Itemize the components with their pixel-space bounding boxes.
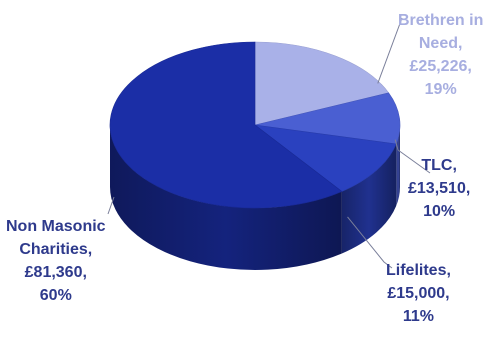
leader-line-non-masonic-charities	[107, 196, 115, 215]
label-line: £15,000,	[387, 285, 450, 302]
pie-slice-brethren-in-need	[254, 41, 390, 126]
label-lifelites: Lifelites, £15,000, 11%	[386, 259, 451, 328]
label-line: 19%	[424, 81, 457, 98]
pie-slice-non-masonic-charities	[109, 41, 343, 209]
pie-slice-tlc	[254, 92, 401, 145]
label-line: 11%	[402, 308, 435, 325]
leader-lines	[107, 17, 431, 269]
pie-side-non-masonic-charities	[110, 125, 342, 270]
label-line: Non Masonic	[6, 218, 106, 235]
label-line: Need,	[418, 35, 463, 52]
label-line: £81,360,	[24, 264, 87, 281]
pie-slice-lifelites	[253, 124, 397, 192]
label-line: £25,226,	[409, 58, 472, 75]
label-line: 10%	[423, 203, 456, 220]
leader-line-lifelites	[347, 216, 393, 269]
leader-line-brethren-in-need	[377, 17, 403, 84]
label-line: £13,510,	[408, 180, 471, 197]
label-line: Lifelites,	[386, 262, 451, 279]
label-non-masonic-charities: Non Masonic Charities, £81,360, 60%	[6, 215, 106, 307]
label-brethren-in-need: Brethren in Need, £25,226, 19%	[398, 9, 483, 101]
label-line: Brethren in	[398, 12, 484, 29]
pie-top	[109, 41, 401, 209]
label-line: 60%	[39, 287, 72, 304]
leader-line-tlc	[394, 139, 431, 174]
label-line: Charities,	[19, 241, 93, 258]
label-line: TLC,	[421, 157, 457, 174]
label-tlc: TLC, £13,510, 10%	[408, 154, 470, 223]
